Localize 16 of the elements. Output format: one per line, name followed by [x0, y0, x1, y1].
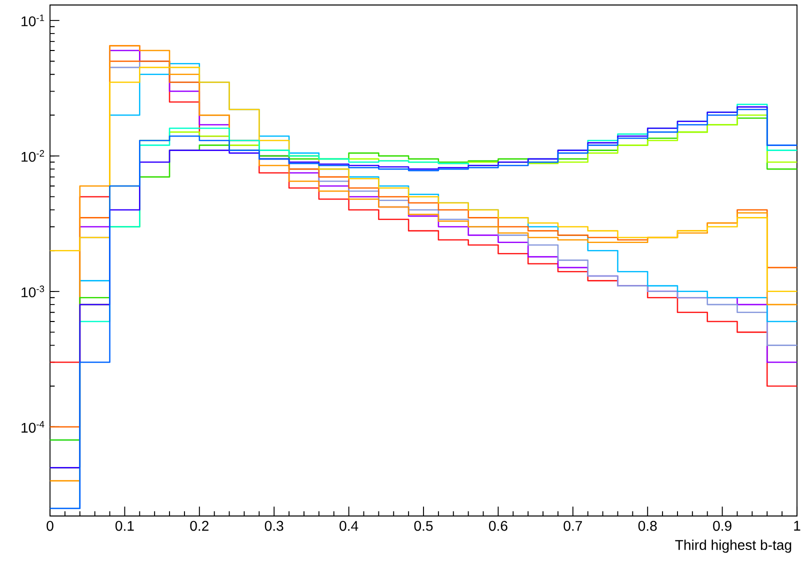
x-tick-label: 1 [794, 520, 800, 531]
x-tick-label: 0.3 [264, 520, 284, 531]
y-tick-label: 10$^{-3}$ [22, 286, 44, 298]
x-tick-label: 0.4 [340, 520, 358, 531]
x-tick-label: 0 [46, 520, 54, 531]
x-axis-title: Third highest b-tag [675, 540, 792, 553]
x-tick-label: 0.8 [638, 520, 657, 531]
y-tick-label: 10$^{-4}$ [22, 421, 44, 433]
y-tick-label: 10$^{-1}$ [22, 14, 44, 26]
x-tick-label: 0.1 [115, 520, 134, 531]
x-tick-label: 0.2 [190, 520, 208, 531]
x-tick-label: 0.7 [564, 520, 582, 531]
x-tick-label: 0.5 [414, 520, 433, 531]
x-tick-label: 0.9 [713, 520, 732, 531]
x-tick-label: 0.6 [488, 520, 508, 531]
y-tick-label: 10$^{-2}$ [22, 150, 44, 162]
